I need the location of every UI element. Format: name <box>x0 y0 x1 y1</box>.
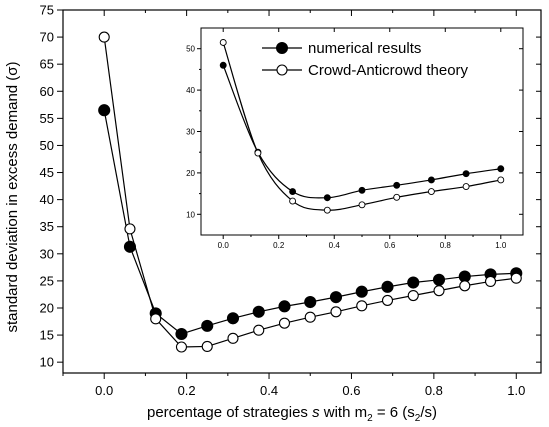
x-tick-label: 0.4 <box>260 383 278 398</box>
theory-point <box>381 294 394 306</box>
legend-label-theory: Crowd-Anticrowd theory <box>308 62 469 79</box>
numerical-point <box>201 319 214 332</box>
inset-plot: 0.0 0.2 0.4 0.6 0.8 1.0 10 20 30 40 50 numerical re… <box>186 27 524 250</box>
inset-theory-point <box>289 197 297 205</box>
numerical-point <box>432 273 446 286</box>
theory-point <box>459 280 471 292</box>
y-tick-label: 35 <box>40 219 54 234</box>
theory-point <box>330 306 342 318</box>
numerical-point <box>252 305 265 318</box>
inset-y-tick-label: 40 <box>186 86 195 95</box>
theory-point <box>124 223 136 235</box>
x-tick-label: 0.6 <box>342 383 360 398</box>
x-tick-label: 0.2 <box>178 383 196 398</box>
numerical-point <box>355 285 368 298</box>
inset-y-tick-label: 50 <box>186 45 195 54</box>
inset-x-tick-label: 0.2 <box>273 241 285 250</box>
y-tick-label: 70 <box>40 30 54 45</box>
numerical-point <box>407 276 420 289</box>
inset-theory-point <box>323 206 331 214</box>
inset-theory-point <box>427 188 435 195</box>
legend-marker-numerical <box>276 42 288 54</box>
x-tick-label: 0.0 <box>95 383 113 398</box>
y-tick-label: 25 <box>40 273 54 288</box>
inset-numerical-point <box>219 61 227 69</box>
legend-marker-theory <box>276 64 288 76</box>
y-tick-label: 10 <box>40 355 54 370</box>
inset-x-tick-label: 0.6 <box>384 241 396 250</box>
y-tick-label: 30 <box>40 246 54 261</box>
inset-numerical-point <box>427 176 435 184</box>
numerical-point <box>329 291 343 304</box>
inset-theory-point <box>393 193 401 201</box>
theory-point <box>356 300 368 312</box>
numerical-point <box>175 327 188 341</box>
theory-point <box>201 340 213 353</box>
inset-frame <box>200 27 524 236</box>
inset-numerical-point <box>358 186 366 194</box>
y-tick-label: 55 <box>40 111 54 126</box>
inset-x-tick-label: 0.4 <box>329 241 341 250</box>
inset-theory-point <box>462 183 470 191</box>
inset-x-tick-label: 0.8 <box>440 241 452 250</box>
numerical-point <box>98 104 111 117</box>
inset-numerical-point <box>323 194 331 202</box>
xlabel-part: = 6 (s <box>373 404 415 421</box>
inset-numerical-point <box>289 188 297 195</box>
theory-point <box>304 311 316 323</box>
legend-label-numerical: numerical results <box>308 40 421 57</box>
xlabel-subscript: 2 <box>415 413 421 424</box>
y-tick-label: 15 <box>40 328 54 343</box>
y-tick-label: 65 <box>40 57 54 72</box>
theory-point <box>253 324 265 336</box>
y-tick-label: 60 <box>40 84 54 99</box>
y-tick-label: 75 <box>40 3 54 18</box>
x-axis-title: percentage of strategies s with m2 = 6 (… <box>147 404 437 424</box>
y-tick-label: 20 <box>40 300 54 315</box>
inset-numerical-point <box>393 181 401 189</box>
theory-point <box>484 275 497 287</box>
theory-point <box>98 31 110 43</box>
inset-y-tick-label: 10 <box>186 210 195 219</box>
theory-point <box>150 313 162 325</box>
inset-theory-point <box>497 176 505 184</box>
theory-point <box>407 289 419 302</box>
inset-theory-point <box>254 149 262 157</box>
inset-numerical-point <box>497 165 505 173</box>
theory-point <box>227 332 239 344</box>
xlabel-italic: s <box>312 404 320 421</box>
numerical-point <box>381 280 394 293</box>
x-tick-label: 0.8 <box>425 383 443 398</box>
y-tick-label: 40 <box>40 192 54 207</box>
inset-x-tick-label: 1.0 <box>495 241 507 250</box>
plot-frame <box>62 9 542 374</box>
y-axis-title: standard deviation in excess demand (σ) <box>4 61 21 332</box>
theory-point <box>510 272 522 284</box>
inset-y-tick-label: 30 <box>186 128 195 137</box>
inset-numerical-point <box>462 170 470 178</box>
xlabel-part: percentage of strategies <box>147 404 312 421</box>
inset-x-tick-label: 0.0 <box>218 241 230 250</box>
theory-point <box>175 341 188 353</box>
theory-point <box>433 285 445 297</box>
xlabel-subscript: 2 <box>367 413 373 424</box>
inset-theory-point <box>219 39 227 46</box>
y-tick-label: 50 <box>40 138 54 153</box>
x-tick-label: 1.0 <box>507 383 525 398</box>
numerical-point <box>226 312 240 325</box>
inset-theory-point <box>358 201 366 209</box>
numerical-point <box>278 300 291 313</box>
main-plot: 0.0 0.2 0.4 0.6 0.8 1.0 10 15 20 25 30 35 40 45 50 55 60… <box>40 3 542 398</box>
inset-y-tick-label: 20 <box>186 169 195 178</box>
xlabel-part: /s) <box>420 404 437 421</box>
theory-point <box>278 317 291 329</box>
xlabel-part: with m <box>320 404 368 421</box>
y-tick-label: 45 <box>40 165 54 180</box>
numerical-point <box>304 295 317 309</box>
